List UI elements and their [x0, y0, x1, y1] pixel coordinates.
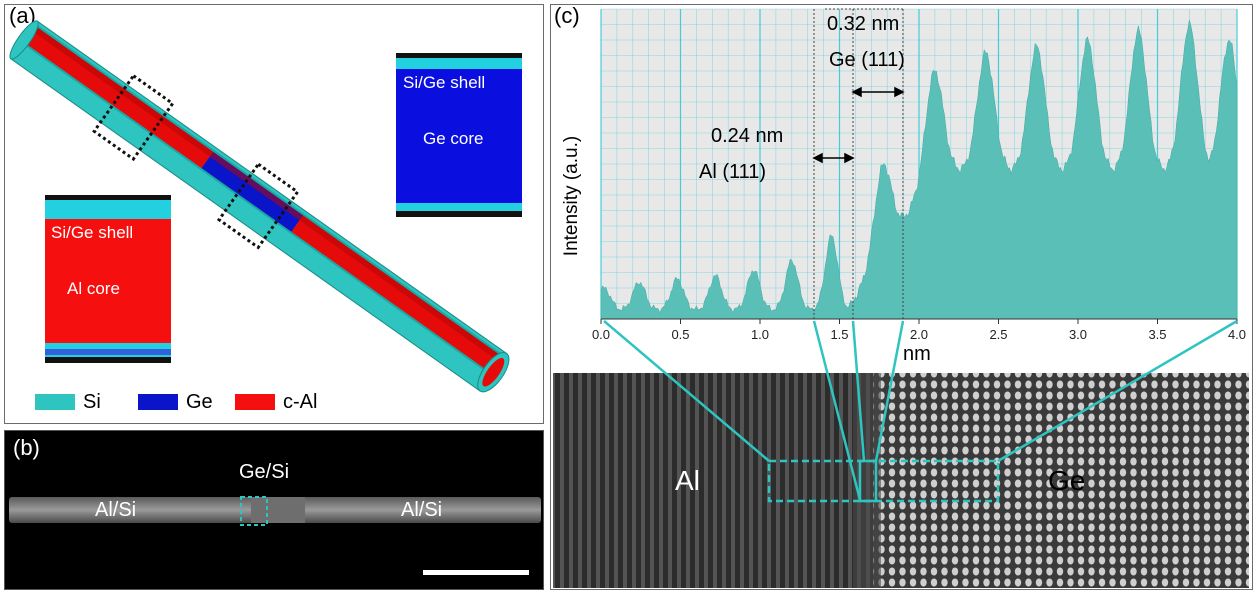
- haadf-ge-region: [873, 373, 1249, 588]
- intensity-profile-chart: 0.0 0.5 1.0 1.5 2.0 2.5 3.0 3.5 4.0: [553, 8, 1249, 588]
- annotation-al-spacing: 0.24 nm: [711, 125, 784, 147]
- legend-swatch-si: [35, 394, 75, 410]
- sem-image: [9, 496, 541, 575]
- x-tick-label: 2.0: [910, 327, 928, 342]
- dashed-box-ge: [216, 162, 300, 250]
- annotation-ge-plane: Ge (111): [829, 49, 905, 71]
- core-shading: [34, 27, 502, 361]
- panel-c: 0.0 0.5 1.0 1.5 2.0 2.5 3.0 3.5 4.0: [550, 3, 1253, 590]
- inset-ge-shell-label: Si/Ge shell: [403, 73, 486, 92]
- intensity-area-series: [600, 19, 1238, 320]
- legend-swatch-c-al: [235, 394, 275, 410]
- dashed-box-al: [92, 73, 175, 162]
- al-core-right: [291, 215, 502, 373]
- x-tick-label: 3.5: [1148, 327, 1166, 342]
- nanowire-illustration: [9, 20, 522, 410]
- x-tick-label: 0.5: [671, 327, 689, 342]
- left-segment-label: Al/Si: [95, 499, 137, 521]
- legend-label-c-al: c-Al: [283, 391, 318, 413]
- inset-al-core-label: Al core: [67, 279, 120, 298]
- spacing-arrow-al: [812, 152, 855, 164]
- legend-label-si: Si: [83, 391, 101, 413]
- dashed-box-sem: [240, 496, 268, 526]
- legend-label-ge: Ge: [186, 391, 213, 413]
- x-tick-label: 1.5: [830, 327, 848, 342]
- right-segment-label: Al/Si: [401, 499, 443, 521]
- haadf-al-region: [553, 373, 873, 588]
- tube-end-core: [482, 357, 505, 387]
- dashed-box-profile: [767, 459, 1000, 503]
- panel-c-label: (c): [554, 3, 580, 28]
- solid-box-interface: [858, 459, 878, 503]
- x-tick-label: 0.0: [592, 327, 610, 342]
- x-tick-label: 2.5: [989, 327, 1007, 342]
- inset-al-core: [45, 195, 171, 363]
- haadf-label-ge: Ge: [1048, 465, 1086, 496]
- x-axis-ticks: 0.0 0.5 1.0 1.5 2.0 2.5 3.0 3.5 4.0: [592, 319, 1246, 342]
- inset-al-shell-label: Si/Ge shell: [51, 223, 134, 242]
- x-tick-label: 3.0: [1069, 327, 1087, 342]
- x-axis-label: nm: [903, 343, 931, 365]
- x-tick-label: 4.0: [1228, 327, 1246, 342]
- inset-ge-core: [396, 53, 522, 217]
- nanowire-tube: [9, 20, 510, 393]
- panel-a: (a): [4, 3, 544, 424]
- ge-segment-sem: [251, 497, 305, 523]
- spacing-arrow-ge: [851, 86, 905, 98]
- center-segment-label: Ge/Si: [239, 461, 290, 483]
- tube-start-cap: [9, 20, 39, 60]
- x-tick-label: 1.0: [751, 327, 769, 342]
- ge-core-segment: [201, 151, 303, 232]
- annotation-al-plane: Al (111): [699, 161, 767, 183]
- panel-b-label: (b): [13, 435, 40, 460]
- inset-ge-core-label: Ge core: [423, 129, 484, 148]
- zoom-connectors: [603, 319, 1238, 501]
- scale-bar: [423, 570, 529, 575]
- annotation-ge-spacing: 0.32 nm: [827, 13, 900, 35]
- y-axis-label: Intensity (a.u.): [561, 135, 582, 257]
- haadf-label-al: Al: [675, 465, 700, 496]
- panel-b: (b) Al/Si Ge/Si Al/Si: [4, 430, 544, 590]
- legend-swatch-ge: [138, 394, 178, 410]
